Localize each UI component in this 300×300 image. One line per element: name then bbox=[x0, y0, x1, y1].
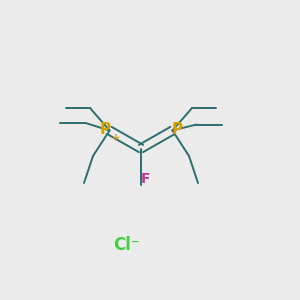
Text: P: P bbox=[171, 122, 183, 137]
Text: +: + bbox=[112, 133, 120, 143]
Text: Cl⁻: Cl⁻ bbox=[113, 236, 139, 253]
Text: F: F bbox=[141, 172, 150, 186]
Text: P: P bbox=[99, 122, 111, 137]
